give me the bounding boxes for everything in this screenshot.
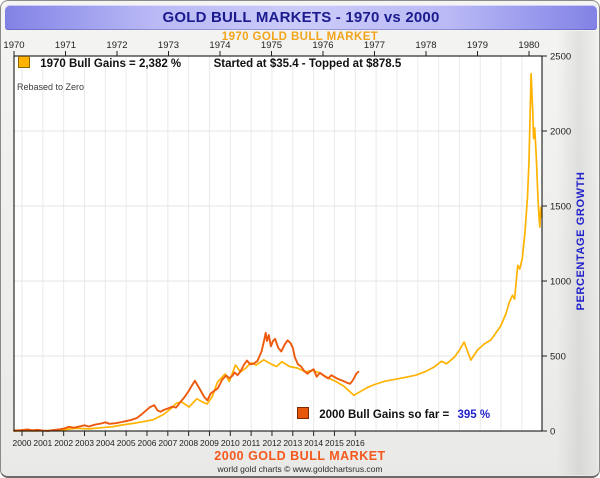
- legend-1970-gains: 1970 Bull Gains = 2,382 %: [40, 58, 182, 70]
- legend-1970-range: Started at $35.4 - Topped at $878.5: [213, 58, 402, 70]
- svg-text:2011: 2011: [242, 438, 261, 448]
- subtitle-2000-market: 2000 GOLD BULL MARKET: [214, 449, 386, 463]
- plot-border: [13, 55, 543, 432]
- svg-text:1000: 1000: [550, 277, 571, 288]
- svg-text:0: 0: [550, 427, 555, 438]
- credit-line: world gold charts © www.goldchartsrus.co…: [217, 464, 383, 474]
- svg-text:2016: 2016: [346, 438, 365, 448]
- svg-text:1978: 1978: [415, 40, 436, 51]
- svg-text:2007: 2007: [158, 438, 177, 448]
- svg-text:1975: 1975: [261, 40, 282, 51]
- legend-2000-swatch-icon: [297, 407, 309, 419]
- svg-text:1971: 1971: [55, 40, 76, 51]
- svg-text:1500: 1500: [550, 202, 571, 213]
- rebased-note: Rebased to Zero: [17, 82, 85, 92]
- plot-area: [14, 56, 542, 431]
- svg-text:1979: 1979: [467, 40, 488, 51]
- svg-text:1973: 1973: [158, 40, 179, 51]
- legend-2000: 2000 Bull Gains so far = 395 %: [297, 407, 491, 421]
- svg-text:2013: 2013: [283, 438, 302, 448]
- right-shade-band: [557, 31, 597, 475]
- title-bar: GOLD BULL MARKETS - 1970 vs 2000: [5, 5, 597, 30]
- svg-text:2006: 2006: [138, 438, 157, 448]
- legend-1970: 1970 Bull Gains = 2,382 % Started at $35…: [18, 56, 402, 70]
- svg-text:500: 500: [550, 352, 566, 363]
- svg-text:1976: 1976: [312, 40, 333, 51]
- legend-2000-label: 2000 Bull Gains so far =: [319, 409, 450, 421]
- svg-text:1980: 1980: [518, 40, 539, 51]
- y-axis-label: PERCENTAGE GROWTH: [575, 171, 587, 311]
- svg-text:2012: 2012: [262, 438, 281, 448]
- series-lines: [13, 72, 543, 432]
- svg-text:2009: 2009: [200, 438, 219, 448]
- svg-text:2000: 2000: [550, 127, 571, 138]
- legend-2000-value: 395 %: [457, 409, 491, 421]
- svg-text:2500: 2500: [550, 52, 571, 63]
- svg-text:1977: 1977: [364, 40, 385, 51]
- svg-text:2004: 2004: [96, 438, 115, 448]
- svg-text:2003: 2003: [75, 438, 94, 448]
- svg-text:2008: 2008: [179, 438, 198, 448]
- series-line-1970: [13, 72, 543, 432]
- right-axis: 0 500 1000 1500 2000 2500: [542, 52, 571, 438]
- svg-text:2015: 2015: [325, 438, 344, 448]
- svg-text:2005: 2005: [117, 438, 136, 448]
- svg-text:2010: 2010: [221, 438, 240, 448]
- subtitle-1970-market: 1970 GOLD BULL MARKET: [221, 31, 379, 43]
- svg-text:2001: 2001: [33, 438, 52, 448]
- chart-title: GOLD BULL MARKETS - 1970 vs 2000: [162, 9, 440, 26]
- bottom-axis: 2000 2001 2002 2003 2004 2005 2006 2007 2008 2009…: [13, 431, 365, 448]
- svg-text:2014: 2014: [304, 438, 323, 448]
- svg-text:2000: 2000: [13, 438, 32, 448]
- svg-text:1970: 1970: [3, 40, 24, 51]
- gridlines: [14, 56, 542, 431]
- svg-text:2002: 2002: [54, 438, 73, 448]
- svg-text:1974: 1974: [209, 40, 230, 51]
- top-axis: 1970 1971 1972 1973 1974 1975 1976 1977 1978 1979…: [3, 40, 540, 56]
- legend-1970-swatch-icon: [18, 56, 30, 68]
- svg-text:1972: 1972: [106, 40, 127, 51]
- series-line-2000: [13, 331, 360, 432]
